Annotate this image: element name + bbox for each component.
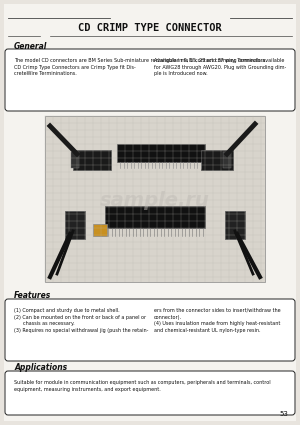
Bar (45, 116, 265, 282)
Bar (201, 150, 233, 170)
Text: Applications: Applications (14, 363, 67, 372)
Bar (65, 211, 85, 239)
Text: Available in 9, 15, 25 and 37 way. Terminals available
for AWG28 through AWG20. : Available in 9, 15, 25 and 37 way. Termi… (154, 58, 286, 76)
Bar (225, 211, 245, 239)
Text: CD CRIMP TYPE CONNECTOR: CD CRIMP TYPE CONNECTOR (78, 23, 222, 33)
Text: General: General (14, 42, 47, 51)
Bar (71, 152, 79, 168)
Text: Suitable for module in communication equipment such as computers, peripherals an: Suitable for module in communication equ… (14, 380, 271, 391)
Bar (93, 224, 107, 236)
Text: (1) Compact and sturdy due to metal shell.
(2) Can be mounted on the front or ba: (1) Compact and sturdy due to metal shel… (14, 308, 148, 333)
Text: Features: Features (14, 291, 51, 300)
Text: ers from the connector sides to insert/withdraw the
connector).
(4) Uses insulat: ers from the connector sides to insert/w… (154, 308, 280, 333)
FancyBboxPatch shape (5, 371, 295, 415)
Bar (117, 144, 205, 162)
FancyBboxPatch shape (5, 49, 295, 111)
Bar (73, 150, 111, 170)
FancyBboxPatch shape (5, 299, 295, 361)
Text: The model CD connectors are BM Series Sub-miniature rectangular multi-contact cr: The model CD connectors are BM Series Su… (14, 58, 267, 76)
Text: sample.ru: sample.ru (100, 190, 210, 210)
Text: 53: 53 (279, 411, 288, 417)
Bar (223, 152, 231, 168)
Bar (105, 206, 205, 228)
